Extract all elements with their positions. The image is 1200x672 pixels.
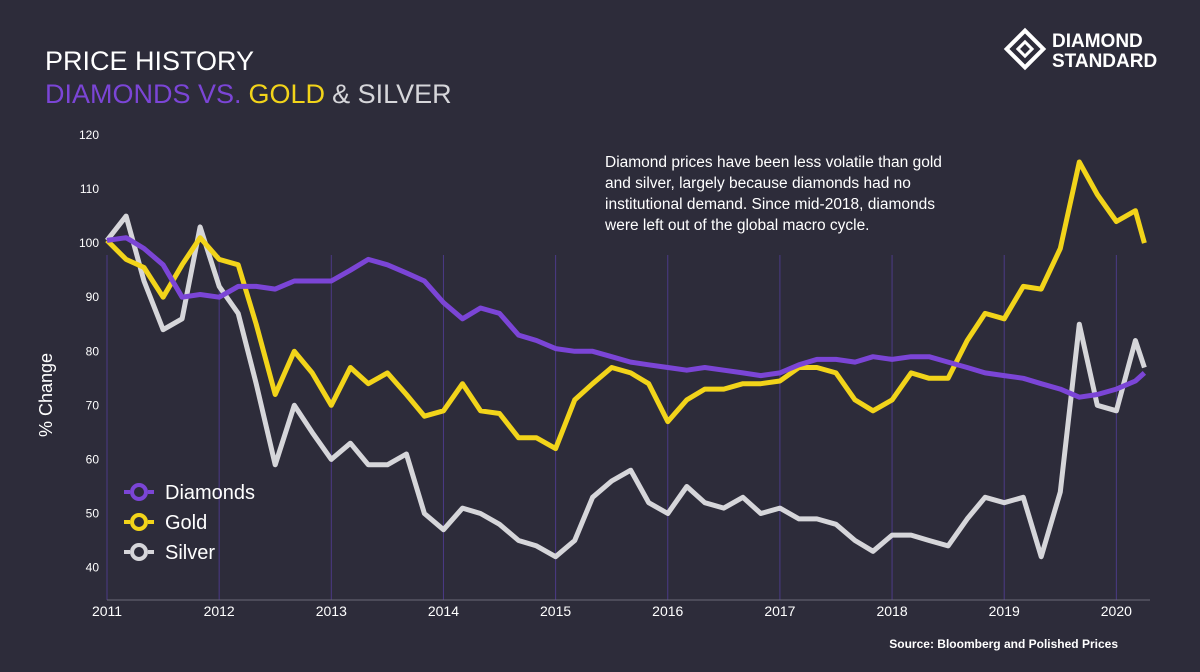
annotation: were left out of the global macro cycle. <box>604 217 870 234</box>
logo-text: STANDARD <box>1052 51 1157 72</box>
chart-title: PRICE HISTORY <box>45 46 254 76</box>
annotation: and silver, largely because diamonds had… <box>605 175 911 192</box>
logo-icon <box>1003 27 1047 71</box>
x-tick-label: 2013 <box>316 603 347 619</box>
y-tick-label: 70 <box>86 398 100 412</box>
y-tick-label: 80 <box>86 344 100 358</box>
x-tick-label: 2011 <box>92 603 122 619</box>
annotation: institutional demand. Since mid-2018, di… <box>605 196 935 213</box>
y-tick-label: 100 <box>79 236 99 250</box>
logo: DIAMOND STANDARD <box>1003 27 1157 72</box>
annotation: Diamond prices have been less volatile t… <box>605 154 942 171</box>
logo-text: DIAMOND <box>1052 31 1143 52</box>
legend-label: Diamonds <box>165 482 255 504</box>
x-tick-label: 2016 <box>652 603 683 619</box>
legend-marker <box>130 483 148 501</box>
y-tick-label: 50 <box>86 506 100 520</box>
y-tick-label: 110 <box>80 182 99 196</box>
x-tick-label: 2014 <box>428 603 459 619</box>
legend-marker <box>130 543 148 561</box>
x-tick-label: 2017 <box>764 603 795 619</box>
legend-marker <box>130 513 148 531</box>
series-line <box>105 213 1147 560</box>
y-tick-label: 90 <box>86 290 100 304</box>
logo-icon-inner <box>1015 39 1035 59</box>
y-axis-label: % Change <box>36 353 56 437</box>
y-tick-label: 120 <box>79 128 99 142</box>
subtitle-part: DIAMONDS VS. <box>45 79 242 109</box>
x-tick-label: 2015 <box>540 603 571 619</box>
chart-subtitle: DIAMONDS VS. GOLD & SILVER <box>45 79 452 109</box>
series-line <box>106 235 1147 400</box>
source: Source: Bloomberg and Polished Prices <box>889 637 1118 651</box>
subtitle-part: & SILVER <box>332 79 452 109</box>
legend-label: Gold <box>165 512 207 534</box>
series-line <box>105 159 1147 452</box>
x-tick-label: 2019 <box>989 603 1020 619</box>
y-tick-label: 60 <box>86 452 100 466</box>
subtitle-part: GOLD <box>249 79 326 109</box>
y-tick-label: 40 <box>86 561 100 575</box>
x-tick-label: 2018 <box>876 603 907 619</box>
x-tick-label: 2012 <box>204 603 235 619</box>
x-tick-label: 2020 <box>1101 603 1132 619</box>
legend-label: Silver <box>165 542 215 564</box>
